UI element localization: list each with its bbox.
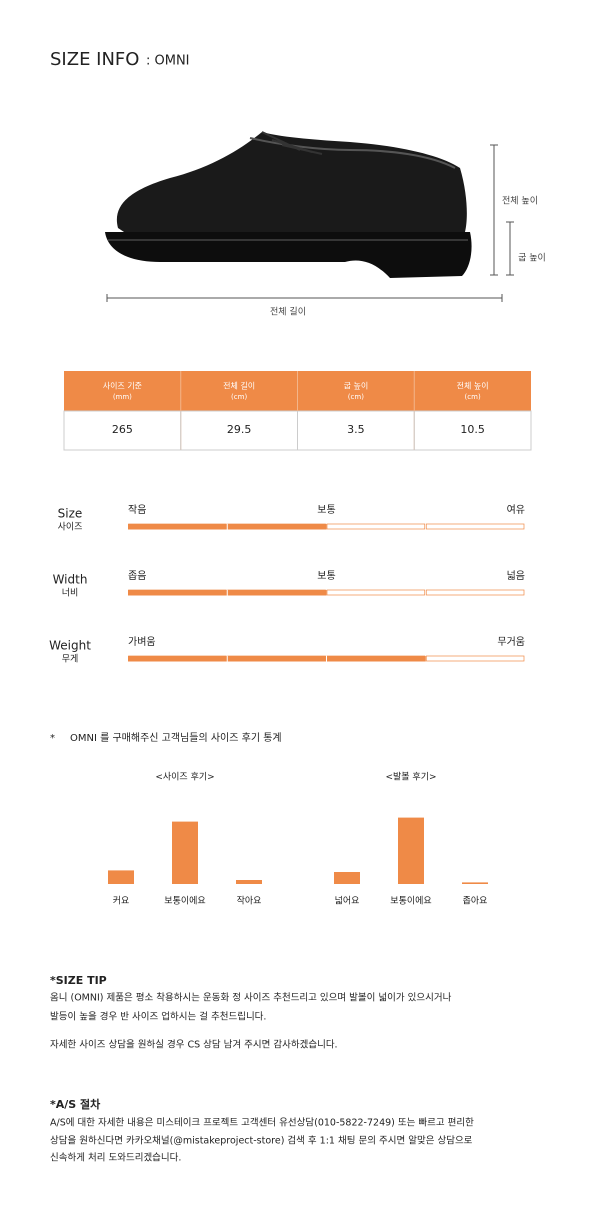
- fit-segment: [326, 589, 426, 596]
- bar: [172, 821, 198, 884]
- chart-title: <사이즈 후기>: [155, 772, 214, 783]
- fit-label-ko: 너비: [62, 588, 79, 599]
- fit-segment: [425, 523, 525, 530]
- fit-min: 작음: [128, 504, 146, 516]
- table-header-unit: (mm): [113, 393, 132, 401]
- paragraph-line: 옴니 (OMNI) 제품은 평소 착용하시는 운동화 정 사이즈 추천드리고 있…: [50, 992, 452, 1004]
- paragraph-line: 자세한 사이즈 상담을 원하실 경우 CS 상담 남겨 주시면 감사하겠습니다.: [50, 1039, 338, 1051]
- table-cell: 265: [112, 423, 133, 436]
- paragraph-line: 발등이 높을 경우 반 사이즈 업하시는 걸 추천드립니다.: [50, 1011, 266, 1023]
- table-header: 전체 높이: [457, 381, 489, 391]
- fit-label-en: Weight: [49, 639, 91, 653]
- paragraph-line: 신속하게 처리 도와드리겠습니다.: [50, 1152, 181, 1164]
- paragraph-line: A/S에 대한 자세한 내용은 미스테이크 프로젝트 고객센터 유선상담(010…: [50, 1117, 474, 1129]
- note-text: OMNI 를 구매해주신 고객님들의 사이즈 후기 통계: [70, 731, 282, 744]
- dimension-lines: [106, 144, 514, 302]
- table-cell: 10.5: [460, 423, 485, 436]
- table-cell: 29.5: [227, 423, 252, 436]
- chart-title: <발볼 후기>: [385, 772, 436, 783]
- fit-mid: 보통: [317, 570, 335, 582]
- fit-max: 무거움: [497, 636, 525, 648]
- x-tick-label: 작아요: [237, 896, 262, 907]
- fit-min: 가벼움: [128, 636, 156, 648]
- section-title: *A/S 절차: [50, 1097, 101, 1111]
- bar: [236, 880, 262, 884]
- fit-segment: [326, 523, 426, 530]
- subtitle: : OMNI: [146, 54, 190, 69]
- fit-min: 좁음: [128, 570, 146, 582]
- shoe-image: [105, 131, 472, 278]
- bar: [398, 817, 424, 884]
- dimension-label: 굽 높이: [518, 253, 546, 264]
- x-tick-label: 커요: [113, 896, 130, 907]
- table-header-unit: (cm): [465, 393, 481, 401]
- x-tick-label: 좁아요: [463, 896, 488, 907]
- fit-label-en: Size: [58, 507, 83, 521]
- fit-label-ko: 무게: [62, 654, 79, 665]
- fit-max: 넓음: [507, 570, 525, 582]
- x-tick-label: 보통이에요: [390, 896, 431, 907]
- fit-label-ko: 사이즈: [58, 522, 83, 533]
- bar: [462, 882, 488, 884]
- table-cell: 3.5: [347, 423, 365, 436]
- bar: [108, 870, 134, 884]
- table-header: 전체 길이: [223, 381, 255, 391]
- note-mark: *: [50, 733, 55, 744]
- fit-label-en: Width: [53, 573, 88, 587]
- fit-segment: [425, 589, 525, 596]
- bar: [334, 872, 360, 884]
- fit-fill: [128, 656, 426, 662]
- section-title: *SIZE TIP: [50, 974, 107, 987]
- dimension-label: 전체 길이: [270, 307, 306, 318]
- fit-segment: [425, 655, 525, 662]
- x-tick-label: 넓어요: [335, 896, 360, 907]
- table-header: 사이즈 기준: [103, 381, 142, 391]
- x-tick-label: 보통이에요: [164, 896, 205, 907]
- table-header: 굽 높이: [344, 381, 369, 391]
- fit-mid: 보통: [317, 504, 335, 516]
- dimension-label: 전체 높이: [502, 196, 538, 207]
- table-header-unit: (cm): [348, 393, 364, 401]
- paragraph-line: 상담을 원하신다면 카카오채널(@mistakeproject-store) 검…: [50, 1135, 473, 1147]
- title: SIZE INFO: [50, 49, 139, 70]
- table-header-unit: (cm): [231, 393, 247, 401]
- fit-max: 여유: [507, 504, 525, 516]
